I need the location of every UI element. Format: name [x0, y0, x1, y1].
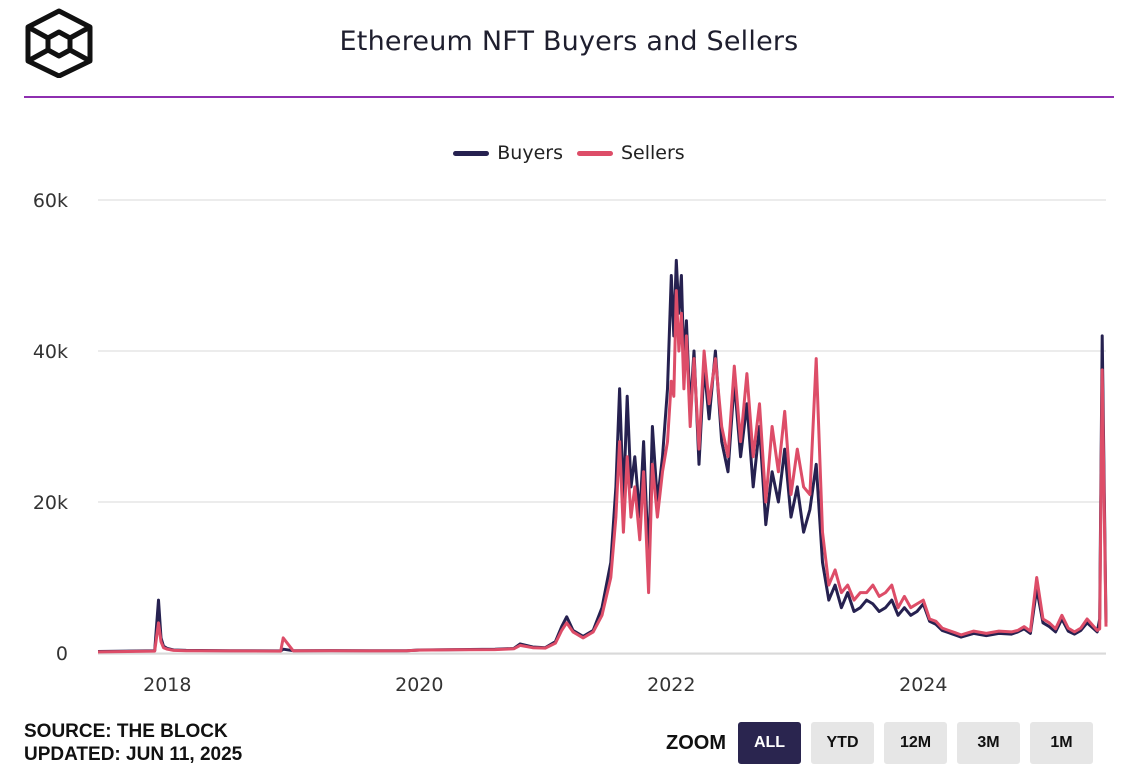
y-tick-label: 0	[56, 643, 68, 665]
source-text: SOURCE: THE BLOCK	[24, 721, 228, 742]
legend-label-buyers: Buyers	[497, 142, 563, 164]
zoom-all-button[interactable]: ALL	[738, 722, 801, 764]
y-tick-label: 40k	[33, 341, 68, 363]
zoom-ytd-button[interactable]: YTD	[811, 722, 874, 764]
x-tick-label: 2024	[899, 674, 947, 696]
legend-label-sellers: Sellers	[621, 142, 685, 164]
header-divider	[24, 96, 1114, 98]
legend-item-buyers[interactable]: Buyers	[453, 142, 563, 164]
line-chart: 0 20k 40k 60k 2018 2020 2022 2024	[33, 190, 1108, 696]
buyers-series-line[interactable]	[97, 258, 1108, 653]
sellers-swatch	[577, 150, 613, 156]
chart-title: Ethereum NFT Buyers and Sellers	[339, 26, 799, 57]
sellers-series-line[interactable]	[97, 289, 1108, 654]
x-tick-label: 2018	[143, 674, 191, 696]
zoom-12m-button[interactable]: 12M	[884, 722, 947, 764]
buyers-swatch	[453, 150, 490, 156]
the-block-logo-icon	[25, 8, 93, 78]
zoom-label: ZOOM	[666, 731, 726, 754]
zoom-1m-button[interactable]: 1M	[1030, 722, 1093, 764]
chart-legend: Buyers Sellers	[0, 142, 1138, 164]
x-tick-label: 2022	[647, 674, 695, 696]
x-tick-label: 2020	[395, 674, 443, 696]
zoom-controls: ZOOM ALL YTD 12M 3M 1M	[666, 722, 1093, 764]
updated-text: UPDATED: JUN 11, 2025	[24, 744, 243, 765]
source-note: SOURCE: THE BLOCK UPDATED: JUN 11, 2025	[24, 720, 242, 766]
y-tick-label: 60k	[33, 190, 68, 212]
legend-item-sellers[interactable]: Sellers	[577, 142, 685, 164]
zoom-3m-button[interactable]: 3M	[957, 722, 1020, 764]
y-tick-label: 20k	[33, 492, 68, 514]
